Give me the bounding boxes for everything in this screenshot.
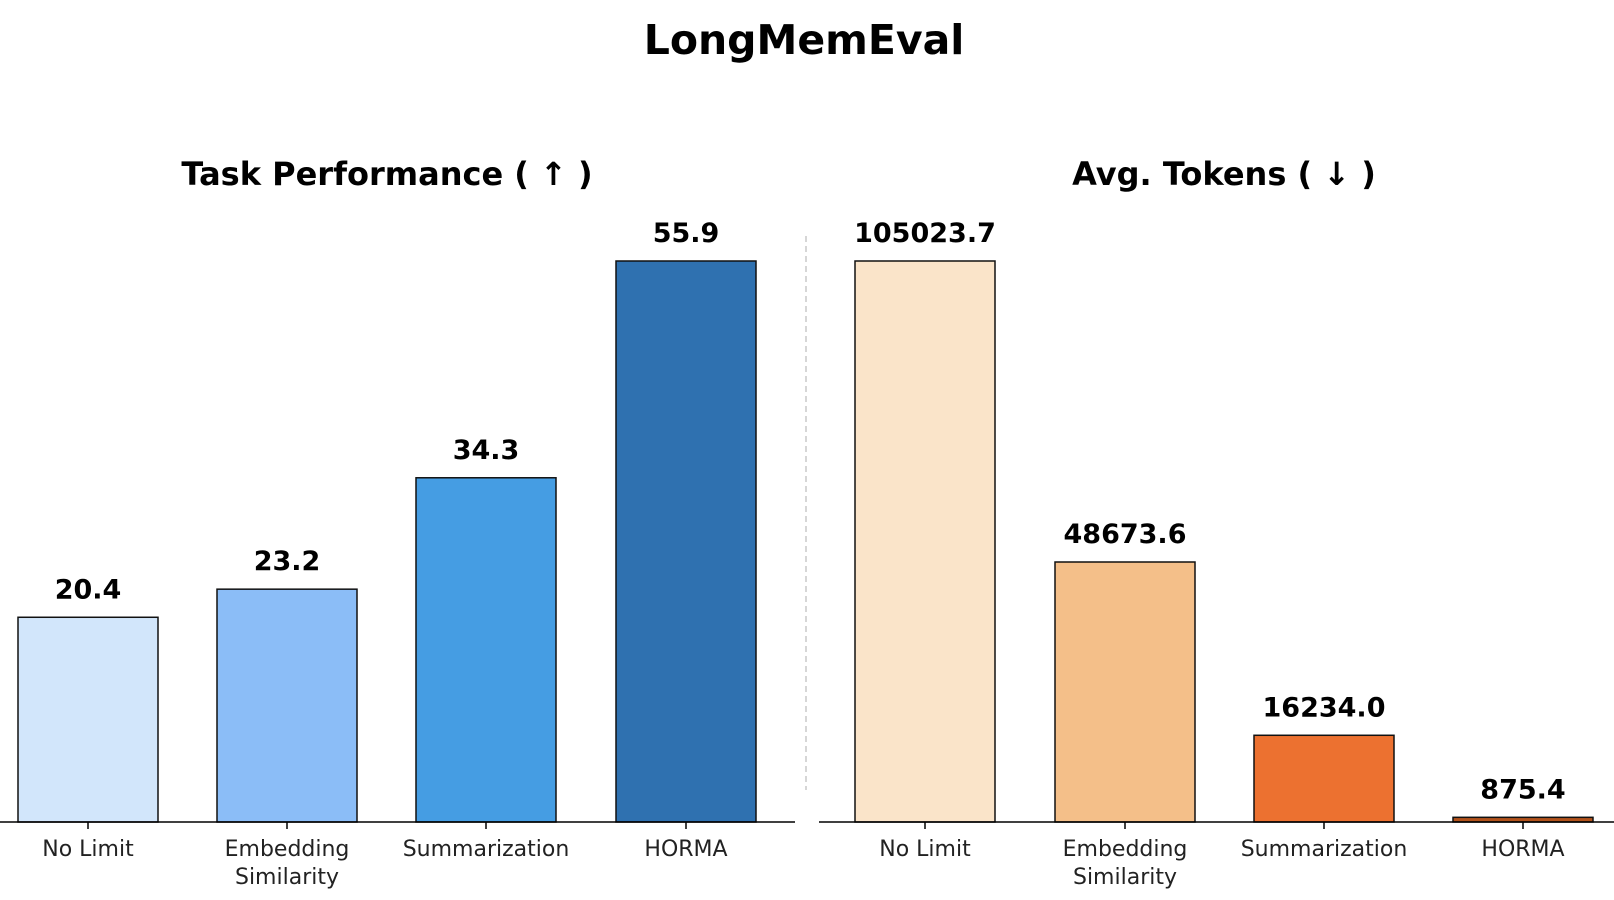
tick-label-task-performance-summarization: Summarization	[403, 837, 570, 862]
bar-task-performance-embedding-similarity	[216, 588, 358, 823]
bar-avg-tokens-summarization	[1253, 734, 1395, 823]
tick-label-avg-tokens-horma: HORMA	[1481, 837, 1564, 862]
tick-label-task-performance-embedding-similarity: Embedding Similarity	[225, 837, 350, 890]
tick-label-task-performance-no-limit: No Limit	[42, 837, 134, 862]
bar-task-performance-no-limit	[17, 616, 159, 823]
bar-task-performance-summarization	[415, 477, 557, 823]
bar-task-performance-horma	[615, 260, 757, 823]
bars-avg-tokens: 105023.7 No Limit 48673.6 Embedding Similari…	[854, 218, 1594, 890]
tick-label-avg-tokens-embedding-similarity: Embedding Similarity	[1063, 837, 1188, 890]
panel-title-avg-tokens: Avg. Tokens ( ↓ )	[1072, 155, 1376, 193]
panel-title-task-performance: Task Performance ( ↑ )	[181, 155, 592, 193]
bar-avg-tokens-embedding-similarity	[1054, 561, 1196, 823]
data-label-task-performance-embedding-similarity: 23.2	[254, 546, 321, 577]
bar-avg-tokens-no-limit	[854, 260, 996, 823]
data-label-task-performance-horma: 55.9	[653, 218, 720, 249]
data-label-avg-tokens-summarization: 16234.0	[1263, 692, 1386, 723]
data-label-avg-tokens-horma: 875.4	[1480, 774, 1565, 805]
figure-title: LongMemEval	[644, 16, 965, 64]
tick-label-avg-tokens-summarization: Summarization	[1241, 837, 1408, 862]
panel-avg-tokens: Avg. Tokens ( ↓ ) 105023.7 No Limit 48673.…	[819, 155, 1614, 890]
tick-label-avg-tokens-no-limit: No Limit	[879, 837, 971, 862]
data-label-avg-tokens-no-limit: 105023.7	[854, 218, 996, 249]
data-label-task-performance-no-limit: 20.4	[55, 574, 122, 605]
data-label-task-performance-summarization: 34.3	[453, 435, 520, 466]
bars-task-performance: 20.4 No Limit 23.2 Embedding Similarity 34.3 S…	[17, 218, 757, 890]
panel-task-performance: Task Performance ( ↑ ) 20.4 No Limit 23.2 E…	[0, 155, 795, 890]
data-label-avg-tokens-embedding-similarity: 48673.6	[1064, 519, 1187, 550]
tick-label-task-performance-horma: HORMA	[644, 837, 727, 862]
